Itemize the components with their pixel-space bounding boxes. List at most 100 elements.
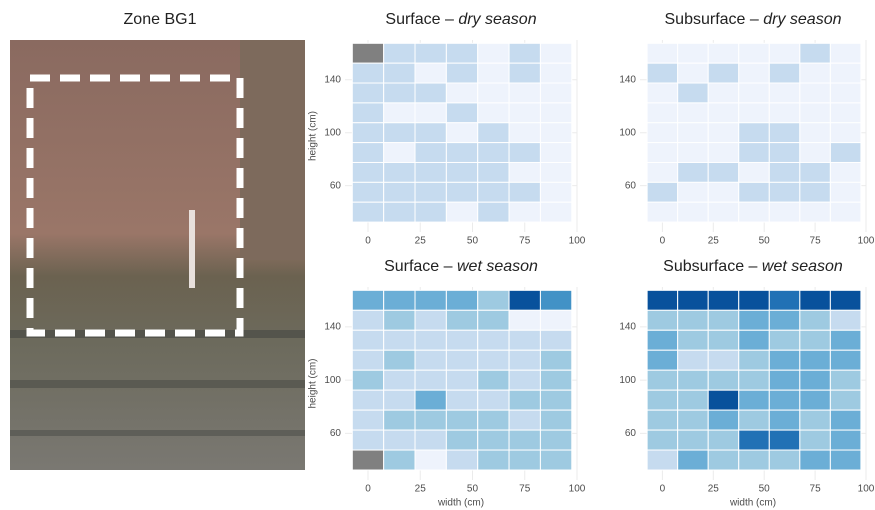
heat-cell [539, 409, 573, 431]
heat-cell [383, 369, 416, 391]
heat-cell [799, 449, 831, 471]
heat-cell [799, 289, 831, 311]
y-tick-label: 100 [324, 375, 341, 386]
heat-cell [829, 349, 862, 371]
heat-cell [477, 181, 510, 203]
heat-cell [738, 161, 770, 183]
heat-cell [646, 329, 679, 351]
heat-cell [799, 369, 831, 391]
title-italic: dry season [763, 11, 841, 28]
heat-cell [768, 102, 801, 124]
heat-cell [677, 62, 709, 84]
heat-cell [707, 122, 740, 144]
y-tick-label: 140 [619, 322, 636, 333]
heat-cell [646, 122, 679, 144]
heat-cell [799, 329, 831, 351]
x-tick-label: 0 [365, 236, 371, 247]
heat-cell [829, 289, 862, 311]
heat-cell [646, 142, 679, 163]
heat-cell [414, 102, 447, 124]
heat-cell [414, 309, 447, 331]
heat-cell [414, 329, 447, 351]
heat-cell [768, 329, 801, 351]
heat-cell [707, 309, 740, 331]
heat-cell [738, 122, 770, 144]
heat-cell [445, 102, 479, 124]
heat-cell [351, 142, 385, 163]
x-tick-label: 100 [858, 484, 875, 495]
heat-cell [508, 369, 541, 391]
heat-cell [477, 349, 510, 371]
heat-cell [508, 82, 541, 104]
heat-cell [539, 42, 573, 64]
heat-cell [799, 42, 831, 64]
heat-cell [799, 181, 831, 203]
heat-cell [738, 389, 770, 411]
heat-cell [508, 329, 541, 351]
heat-cell [829, 161, 862, 183]
heat-cell [677, 309, 709, 331]
heat-cell [414, 409, 447, 431]
heat-cell [799, 309, 831, 331]
heat-cell [539, 102, 573, 124]
heat-cell [677, 449, 709, 471]
heat-cell [829, 102, 862, 124]
heat-cell [707, 201, 740, 223]
heat-cell [383, 122, 416, 144]
heat-cell [445, 289, 479, 311]
heat-cell [539, 369, 573, 391]
heat-cell [539, 201, 573, 223]
heat-cell [677, 409, 709, 431]
heat-cell [445, 142, 479, 163]
heat-cell [707, 389, 740, 411]
heat-cell [508, 309, 541, 331]
heat-cell [768, 161, 801, 183]
title-italic: wet season [457, 258, 538, 275]
heat-cell [477, 42, 510, 64]
heat-cell [383, 102, 416, 124]
heat-cell [445, 329, 479, 351]
heat-cell [539, 181, 573, 203]
title-text: Subsurface – [665, 11, 764, 28]
heat-cell [829, 82, 862, 104]
heat-cell [539, 449, 573, 471]
heat-cell [738, 82, 770, 104]
heat-cell [677, 142, 709, 163]
heat-cell [677, 389, 709, 411]
heat-cell [539, 161, 573, 183]
heat-cell [707, 369, 740, 391]
heat-cell [383, 201, 416, 223]
panel-title: Surface – dry season [385, 11, 536, 28]
heat-cell [768, 201, 801, 223]
heat-cell [508, 102, 541, 124]
heat-cell [477, 201, 510, 223]
heat-cell [799, 429, 831, 451]
heat-cell [707, 289, 740, 311]
panel-title: Subsurface – wet season [663, 258, 843, 275]
heat-cell [646, 429, 679, 451]
heat-cell [829, 181, 862, 203]
heat-cell [738, 102, 770, 124]
heat-cell [383, 389, 416, 411]
heat-cell [768, 122, 801, 144]
heat-cell [738, 409, 770, 431]
x-tick-label: 50 [467, 236, 479, 247]
heat-cell [445, 369, 479, 391]
heat-cell [445, 389, 479, 411]
heat-cell [768, 349, 801, 371]
heat-cell [351, 181, 385, 203]
heat-cell [677, 42, 709, 64]
heat-cell [351, 62, 385, 84]
heat-cell [646, 349, 679, 371]
heat-cell [677, 122, 709, 144]
heat-cell [508, 429, 541, 451]
y-tick-label: 60 [330, 428, 342, 439]
heat-cell [508, 409, 541, 431]
y-axis-label: height (cm) [308, 358, 319, 408]
heat-cell [445, 409, 479, 431]
heat-cell [707, 329, 740, 351]
heat-cell [383, 449, 416, 471]
heat-cell [768, 82, 801, 104]
x-tick-label: 0 [660, 236, 666, 247]
heat-cell [707, 449, 740, 471]
